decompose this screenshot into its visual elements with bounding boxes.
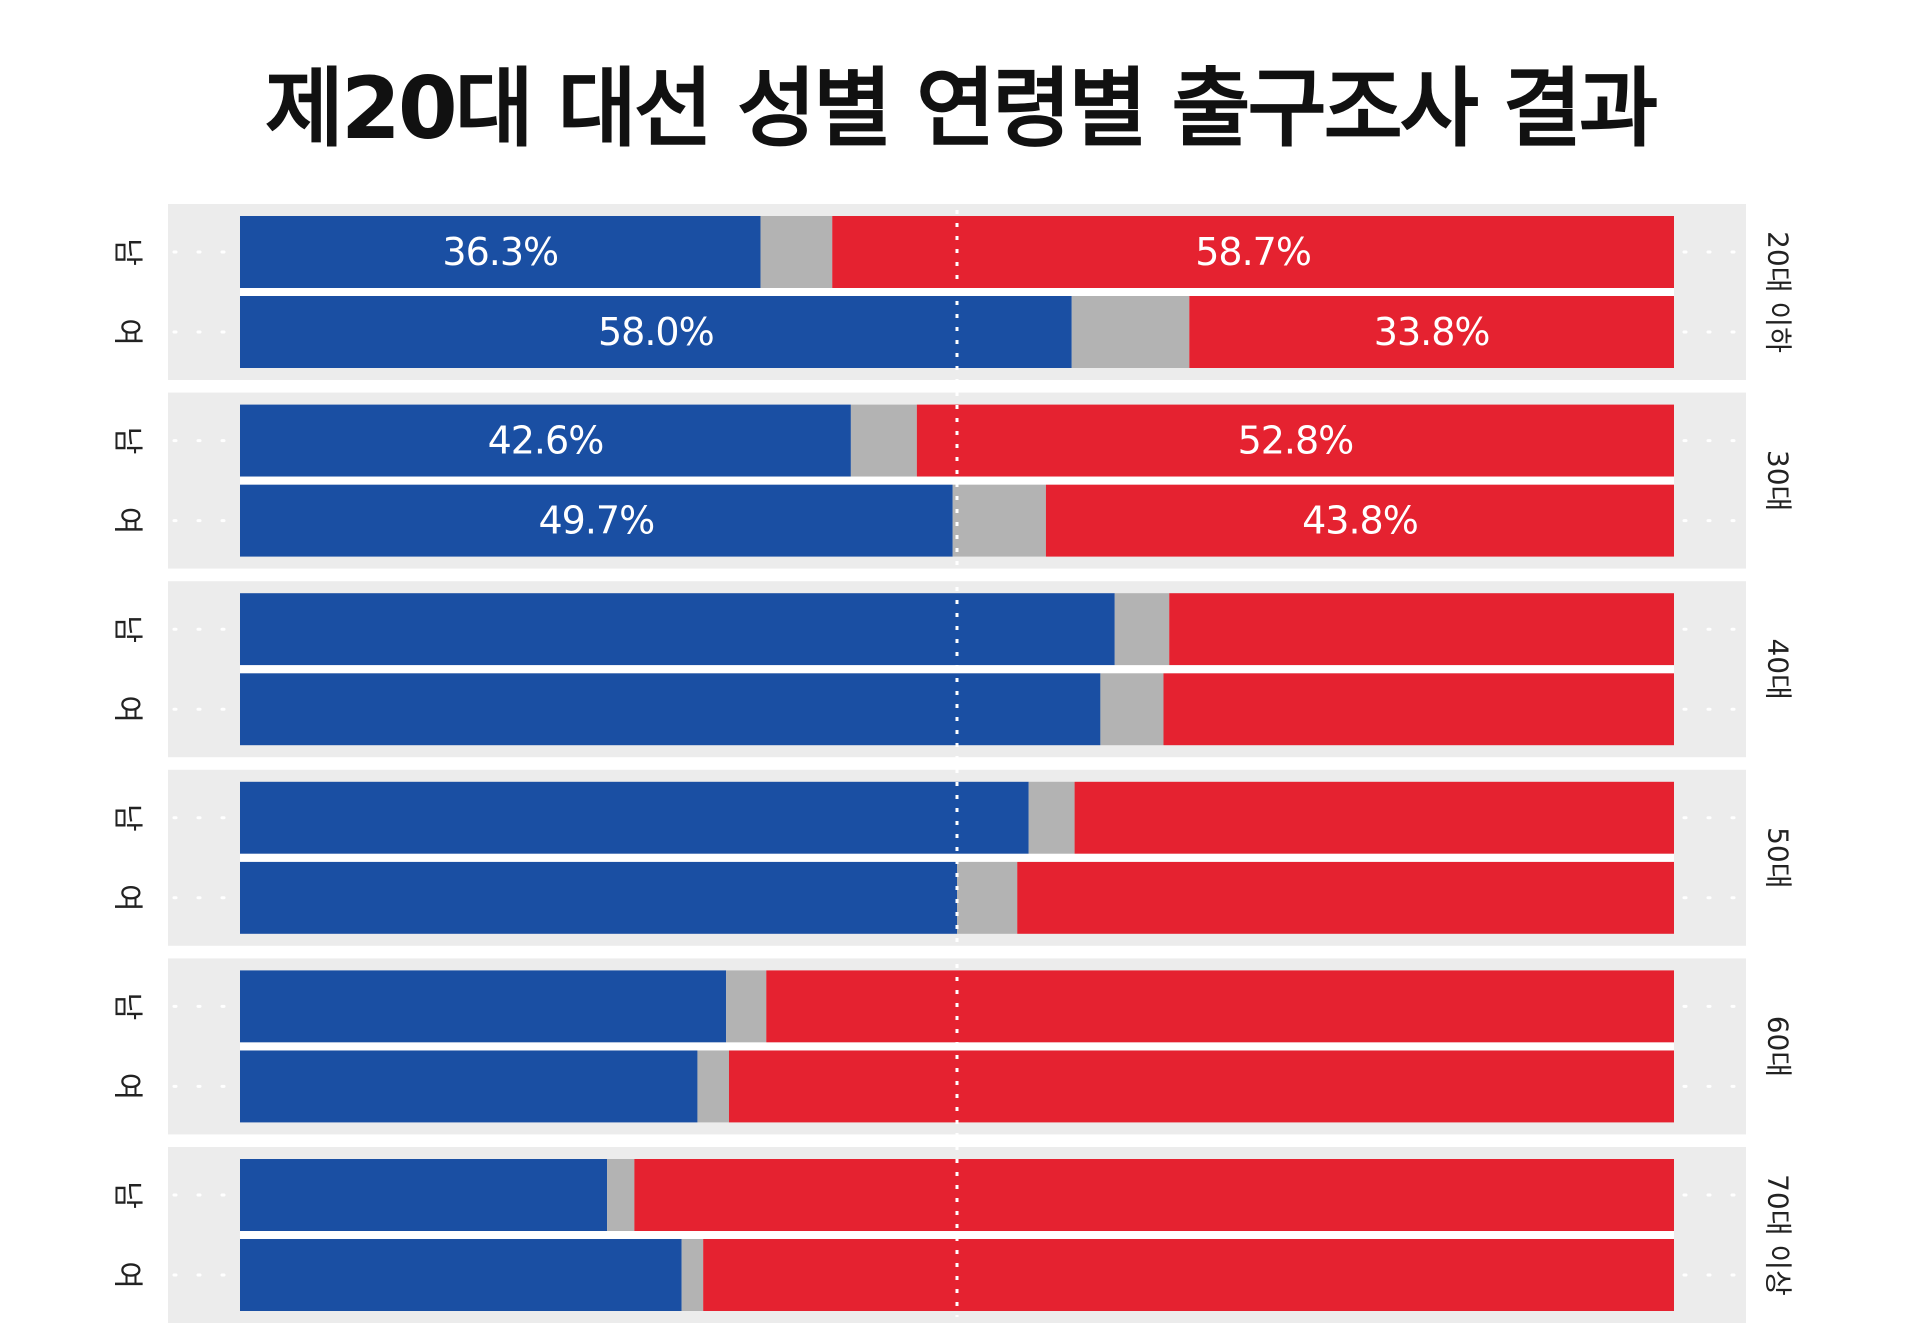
gender-label: 여 [110, 884, 145, 912]
gender-label: 남 [110, 804, 145, 832]
gender-label: 여 [110, 318, 145, 346]
bar-segment-other [953, 485, 1046, 557]
bar-segment-other [607, 1159, 634, 1231]
gender-label: 여 [110, 1261, 145, 1289]
bar-segment-left [240, 1050, 697, 1122]
bar-segment-other [682, 1239, 704, 1311]
bar-value-label-left: 49.7% [538, 499, 654, 543]
bar-segment-left [240, 593, 1115, 665]
gender-label: 여 [110, 695, 145, 723]
age-group-label: 30대 [1762, 450, 1795, 511]
bar-value-label-left: 36.3% [442, 230, 558, 274]
bar-value-label-left: 42.6% [488, 419, 604, 463]
bar-segment-other [957, 862, 1017, 934]
bar-segment-other [1100, 673, 1163, 745]
gender-label: 남 [110, 427, 145, 455]
bar-segment-right [703, 1239, 1674, 1311]
bar-segment-other [1072, 296, 1190, 368]
age-group-label: 70대 이상 [1762, 1174, 1795, 1296]
age-group-label: 20대 이하 [1762, 231, 1795, 353]
bar-value-label-left: 58.0% [598, 310, 714, 354]
bar-value-label-right: 58.7% [1195, 230, 1311, 274]
gender-label: 남 [110, 1181, 145, 1209]
bar-segment-left [240, 970, 726, 1042]
bar-segment-right [1075, 782, 1674, 854]
bar-segment-left [240, 782, 1029, 854]
bar-segment-right [729, 1050, 1674, 1122]
bar-segment-right [1169, 593, 1674, 665]
bar-segment-other [1029, 782, 1075, 854]
bar-value-label-right: 33.8% [1374, 310, 1490, 354]
bar-segment-right [1163, 673, 1674, 745]
bar-segment-left [240, 1239, 682, 1311]
bar-segment-other [1115, 593, 1169, 665]
bar-segment-other [726, 970, 766, 1042]
gender-label: 여 [110, 507, 145, 535]
gender-label: 남 [110, 615, 145, 643]
bar-segment-right [766, 970, 1674, 1042]
bar-segment-right [634, 1159, 1674, 1231]
bar-segment-left [240, 1159, 607, 1231]
gender-label: 남 [110, 993, 145, 1021]
gender-label: 남 [110, 238, 145, 266]
bar-segment-other [697, 1050, 729, 1122]
age-group-label: 40대 [1762, 639, 1795, 700]
bar-segment-right [1017, 862, 1674, 934]
stacked-bar-chart: 36.3% 58.7% 남 58.0% 33.8% 여 20대 이하 42.6% 52.8% 남 4… [0, 0, 1920, 1329]
age-group-label: 60대 [1762, 1016, 1795, 1077]
age-group-label: 50대 [1762, 827, 1795, 888]
bar-value-label-right: 52.8% [1238, 419, 1354, 463]
bar-segment-other [761, 216, 833, 288]
bar-segment-other [851, 405, 917, 477]
bar-value-label-right: 43.8% [1302, 499, 1418, 543]
bar-segment-left [240, 862, 957, 934]
bar-segment-left [240, 673, 1100, 745]
gender-label: 여 [110, 1073, 145, 1101]
